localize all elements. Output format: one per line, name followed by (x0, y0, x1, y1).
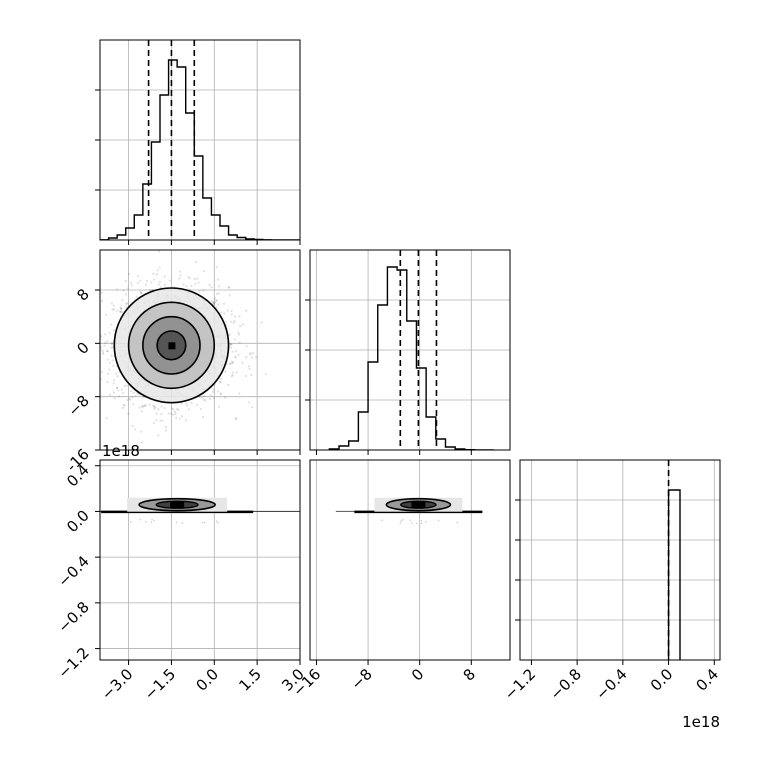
panel-hist-3: −1.2 −0.8 −0.4 0.0 0.4 (501, 459, 723, 704)
ytick-label-scatter-3-1-0: −1.2 (54, 644, 92, 682)
xtick-label-scatter-3-2-2: 0 (408, 665, 427, 684)
xtick-label-hist-3-1: −0.8 (546, 665, 584, 703)
xtick-label-scatter-3-2-3: 8 (460, 665, 479, 684)
offset-label-y: 1e18 (102, 442, 140, 460)
tick-marks-hist-3 (515, 499, 715, 665)
density-peak-scatter-3-2 (411, 501, 426, 508)
histogram-step-hist-2 (328, 266, 494, 450)
panel-scatter-3-2: −16 −8 0 8 (289, 459, 511, 700)
histogram-step-hist-3 (667, 489, 681, 660)
panel-scatter-3-1: −1.2−0.8−0.40.00.4−3.0 −1.5 0.0 1.5 3.0 (54, 459, 308, 704)
grid-scatter-3-1 (100, 460, 301, 660)
axes-frame-hist-3 (519, 459, 721, 661)
axes-frame-scatter-2-1 (99, 249, 301, 451)
scatter-points-scatter-3-2 (380, 518, 459, 525)
xtick-label-scatter-3-1-1: −1.5 (141, 665, 179, 703)
xtick-label-scatter-3-2-1: −8 (348, 665, 376, 693)
grid-hist-3 (520, 460, 720, 660)
density-peak-scatter-3-1 (170, 501, 185, 508)
xtick-label-scatter-3-1-0: −3.0 (98, 665, 136, 703)
tick-marks-scatter-2-1 (95, 289, 301, 455)
axes-frame-scatter-3-2 (309, 459, 511, 661)
panel-hist-2 (305, 249, 511, 455)
tick-marks-scatter-3-1 (95, 465, 301, 665)
ytick-label-scatter-3-1-2: −0.4 (54, 552, 92, 590)
grid-hist-1 (100, 40, 301, 240)
ytick-label-scatter-2-1-3: 8 (73, 285, 92, 304)
grid-hist-2 (310, 250, 510, 450)
histogram-step-hist-1 (100, 59, 300, 240)
tick-marks-hist-1 (95, 89, 301, 245)
grid-scatter-3-2 (316, 460, 472, 660)
ytick-label-scatter-3-1-3: 0.0 (63, 507, 93, 537)
offset-label-x: 1e18 (682, 713, 720, 731)
axes-frame-scatter-3-1 (99, 459, 301, 661)
xtick-label-hist-3-2: −0.4 (592, 665, 630, 703)
tick-marks-scatter-3-2 (315, 660, 472, 665)
density-peak-scatter-2-1 (168, 342, 176, 350)
ytick-label-scatter-2-1-1: −8 (64, 392, 92, 420)
tick-marks-hist-2 (305, 299, 472, 455)
xtick-label-scatter-3-1-3: 1.5 (235, 665, 265, 695)
scatter-points-scatter-3-1 (130, 518, 219, 524)
ytick-label-scatter-3-1-1: −0.8 (54, 598, 92, 636)
xtick-label-hist-3-0: −1.2 (501, 665, 539, 703)
panel-scatter-2-1: -16−808 (63, 249, 301, 475)
xtick-label-hist-3-3: 0.0 (647, 665, 677, 695)
xtick-label-scatter-3-1-2: 0.0 (193, 665, 223, 695)
ytick-label-scatter-2-1-2: 0 (73, 338, 92, 357)
xtick-label-hist-3-4: 0.4 (693, 665, 723, 695)
panel-hist-1 (95, 39, 301, 245)
